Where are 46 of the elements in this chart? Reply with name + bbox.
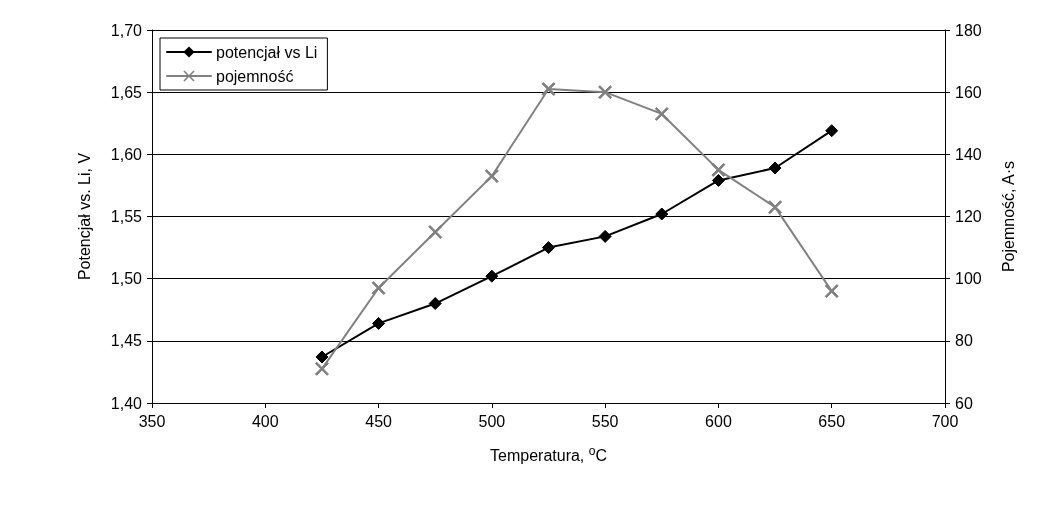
y-tick-label: 1,50 <box>110 270 143 288</box>
point <box>768 200 783 215</box>
point <box>484 169 499 184</box>
point <box>598 85 613 100</box>
point <box>541 82 556 97</box>
y2-tick-label: 60 <box>955 394 973 412</box>
legend-label: potencjał vs Li <box>216 43 318 61</box>
y2-tick-label: 180 <box>955 21 982 39</box>
y2-tick-label: 120 <box>955 208 982 225</box>
point <box>428 225 443 240</box>
point <box>428 297 442 311</box>
point <box>825 124 839 138</box>
x-tick-label: 650 <box>818 412 846 430</box>
point <box>598 229 612 243</box>
y-tick-label: 1,55 <box>110 208 143 225</box>
x-tick-label: 700 <box>931 412 959 430</box>
y-tick-label: 1,65 <box>110 83 143 101</box>
y2-tick-label: 140 <box>955 145 982 163</box>
legend-label: pojemność <box>216 67 294 85</box>
x-tick-label: 400 <box>251 412 279 430</box>
point <box>824 284 839 299</box>
y2-tick-label: 160 <box>955 83 982 101</box>
x-tick-label: 350 <box>138 412 166 430</box>
point <box>768 161 782 175</box>
y-tick-label: 1,45 <box>110 332 143 350</box>
y-tick-label: 1,40 <box>110 394 143 412</box>
y2-tick-label: 80 <box>955 332 973 350</box>
point <box>711 162 726 177</box>
x-tick-label: 550 <box>591 412 619 430</box>
x-tick-label: 600 <box>705 412 732 430</box>
y-axis-title: Potencjał vs. Li, V <box>75 152 93 281</box>
point <box>485 269 499 283</box>
point <box>654 106 669 121</box>
y2-tick-label: 100 <box>955 270 982 288</box>
point <box>542 241 555 255</box>
point <box>315 350 329 364</box>
x-tick-label: 500 <box>478 412 506 430</box>
point <box>371 280 386 295</box>
point <box>372 316 386 330</box>
point <box>314 361 329 376</box>
y-tick-label: 1,60 <box>110 145 143 163</box>
point <box>655 207 669 221</box>
point <box>711 173 725 187</box>
x-tick-label: 450 <box>365 412 393 430</box>
y-tick-label: 1,70 <box>110 21 143 39</box>
y2-axis-title: Pojemność, A·s <box>999 160 1017 273</box>
